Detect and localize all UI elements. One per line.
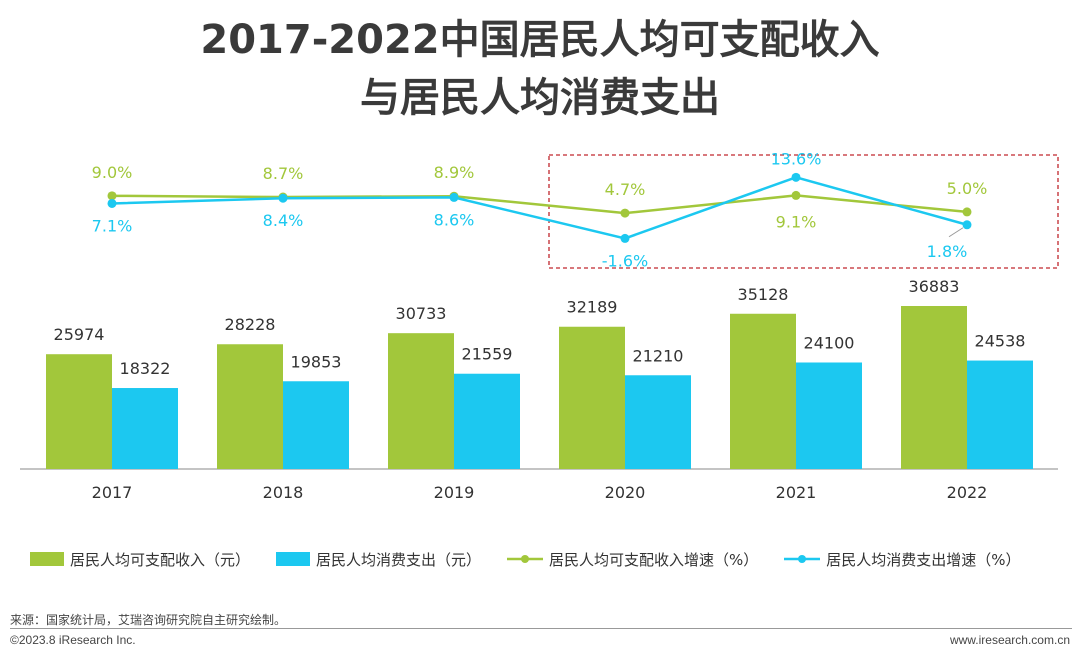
- income-bar-label: 32189: [567, 298, 618, 317]
- expense-growth-label: 7.1%: [92, 216, 133, 235]
- income-growth-label: 8.9%: [434, 163, 475, 182]
- income-bar: [217, 344, 283, 469]
- expense-bar-label: 21210: [633, 346, 684, 365]
- income-growth-label: 8.7%: [263, 164, 304, 183]
- legend-swatch-expense-growth: [784, 555, 821, 563]
- expense-growth-point: [791, 172, 801, 182]
- expense-growth-label: 8.6%: [434, 210, 475, 229]
- expense-growth-label: 13.6%: [771, 149, 822, 168]
- expense-bar: [112, 388, 178, 469]
- legend-swatch-income-growth: [507, 555, 544, 563]
- expense-bar-label: 21559: [462, 345, 513, 364]
- income-bar-label: 36883: [909, 277, 960, 296]
- x-tick-label: 2019: [434, 483, 475, 502]
- expense-growth-point: [107, 198, 117, 208]
- expense-bar: [454, 373, 520, 469]
- legend-swatch-income-bar: [30, 552, 64, 566]
- income-growth-point: [962, 207, 972, 217]
- income-bar: [730, 313, 796, 469]
- income-bar-label: 25974: [54, 325, 105, 344]
- legend-item-income-bar: 居民人均可支配收入（元）: [30, 549, 250, 570]
- income-growth-label: 9.1%: [776, 212, 817, 231]
- income-growth-point: [620, 208, 630, 218]
- x-tick-label: 2020: [605, 483, 646, 502]
- expense-growth-point: [962, 220, 972, 230]
- footer-divider: [10, 628, 1072, 629]
- expense-growth-line: [111, 176, 968, 240]
- label-leader-line: [948, 227, 964, 238]
- x-tick-label: 2021: [776, 483, 817, 502]
- legend-item-income-growth: 居民人均可支配收入增速（%）: [507, 549, 758, 570]
- expense-bar: [796, 362, 862, 469]
- x-tick-label: 2022: [947, 483, 988, 502]
- chart-area: 25974 18322 2017 28228 19853 2018 30733 21559 20…: [20, 149, 1059, 502]
- expense-bar-label: 19853: [291, 352, 342, 371]
- expense-growth-point: [449, 192, 459, 202]
- legend-item-expense-bar: 居民人均消费支出（元）: [276, 549, 481, 570]
- expense-bar: [283, 381, 349, 469]
- income-growth-label: 4.7%: [605, 180, 646, 199]
- expense-growth-label: 8.4%: [263, 211, 304, 230]
- expense-growth-point: [620, 233, 630, 243]
- chart-legend: 居民人均可支配收入（元） 居民人均消费支出（元） 居民人均可支配收入增速（%） …: [30, 547, 1060, 571]
- legend-swatch-expense-bar: [276, 552, 311, 566]
- expense-bar: [967, 360, 1033, 469]
- legend-label-expense-growth: 居民人均消费支出增速（%）: [826, 550, 1021, 569]
- copyright-text: ©2023.8 iResearch Inc.: [10, 633, 136, 647]
- income-bar: [46, 354, 112, 469]
- income-growth-point: [791, 190, 801, 200]
- income-bar-label: 30733: [396, 304, 447, 323]
- expense-bar-label: 24538: [975, 332, 1026, 351]
- income-growth-point: [107, 191, 117, 201]
- legend-label-income-bar: 居民人均可支配收入（元）: [70, 550, 251, 569]
- legend-item-expense-growth: 居民人均消费支出增速（%）: [784, 549, 1021, 570]
- highlight-box: [548, 154, 1059, 269]
- legend-label-income-growth: 居民人均可支配收入增速（%）: [549, 550, 759, 569]
- chart-title-line2: 与居民人均消费支出: [360, 75, 720, 121]
- x-tick-label: 2017: [92, 483, 133, 502]
- expense-bar: [625, 375, 691, 469]
- expense-bar-label: 24100: [804, 333, 855, 352]
- income-growth-label: 9.0%: [92, 163, 133, 182]
- expense-growth-label: 1.8%: [927, 242, 968, 261]
- income-growth-label: 5.0%: [947, 179, 988, 198]
- expense-growth-point: [278, 193, 288, 203]
- legend-label-expense-bar: 居民人均消费支出（元）: [316, 550, 482, 569]
- expense-growth-label: -1.6%: [602, 251, 648, 270]
- expense-bar-label: 18322: [120, 359, 171, 378]
- income-bar-label: 28228: [225, 315, 276, 334]
- income-bar: [388, 333, 454, 469]
- x-tick-label: 2018: [263, 483, 304, 502]
- income-bar: [559, 326, 625, 469]
- website-text: www.iresearch.com.cn: [949, 633, 1070, 647]
- income-growth-line: [111, 194, 968, 215]
- income-bar-label: 35128: [738, 285, 789, 304]
- source-note: 来源：国家统计局，艾瑞咨询研究院自主研究绘制。: [10, 613, 287, 627]
- chart-title-line1: 2017-2022中国居民人均可支配收入: [200, 17, 880, 63]
- income-bar: [901, 306, 967, 469]
